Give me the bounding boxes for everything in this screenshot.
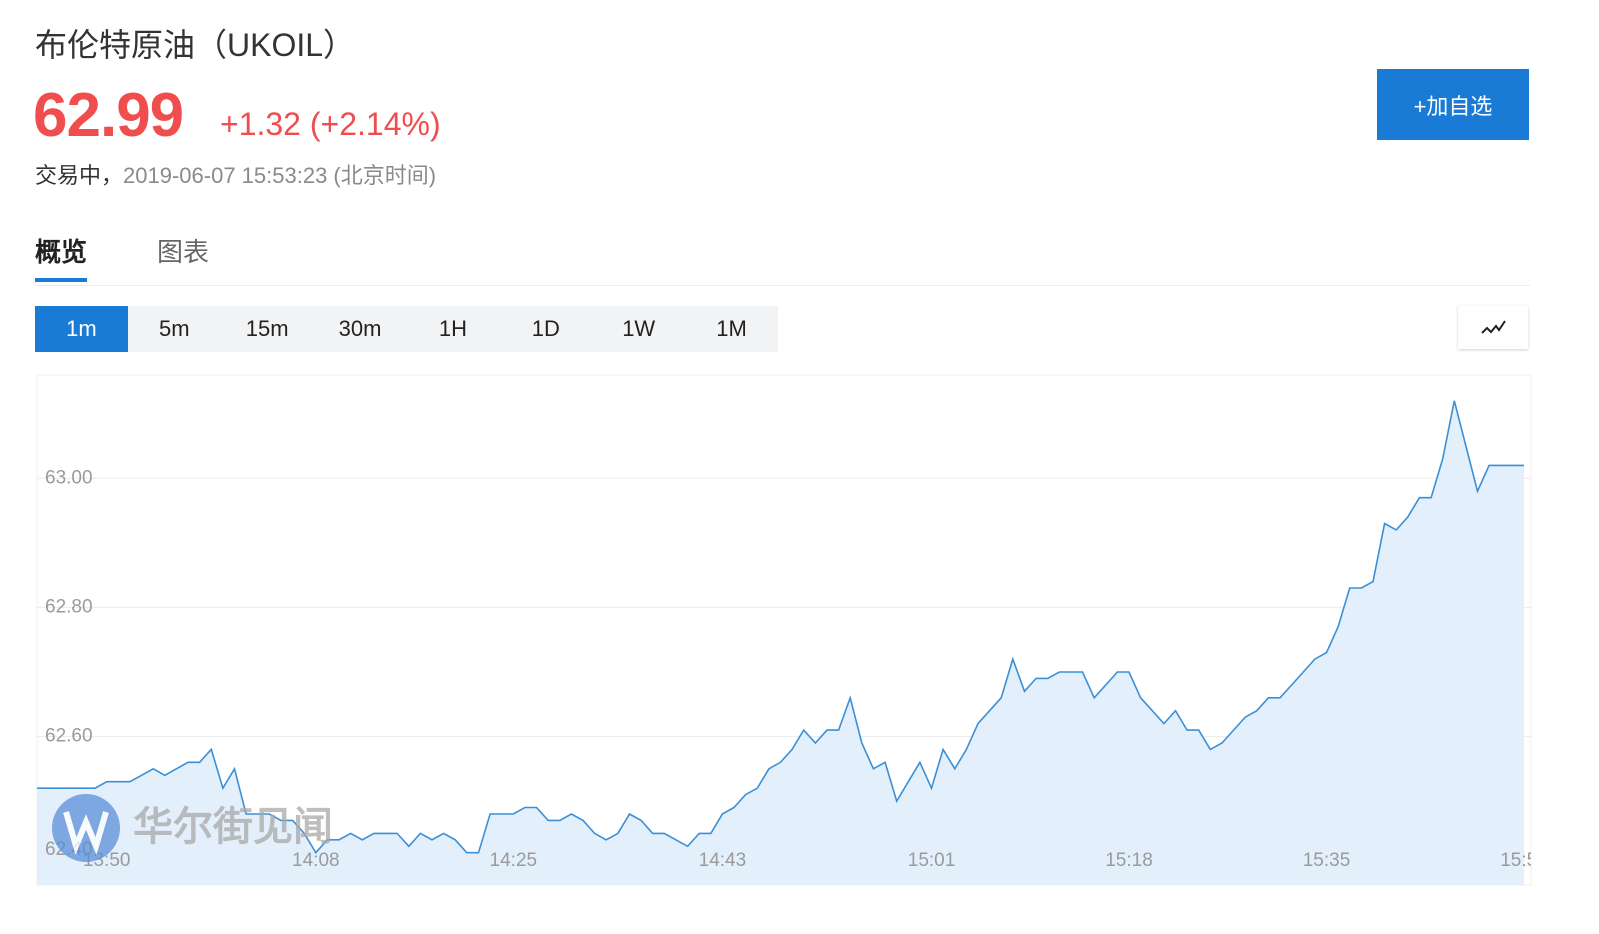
period-button[interactable]: 1M	[716, 316, 747, 341]
chart-type-icon	[1481, 320, 1506, 334]
x-tick-label: 14:43	[699, 850, 747, 871]
change-value: +1.32	[220, 106, 301, 142]
watermark: 华尔街见闻	[52, 794, 333, 862]
y-tick-label: 63.00	[45, 467, 93, 488]
chart: 62.4062.6062.8063.0013:5014:0814:2514:43…	[36, 374, 1548, 886]
status: 交易中，2019-06-07 15:53:23 (北京时间)	[35, 158, 436, 190]
period-selector: 1m 5m 15m 30m 1H 1D 1W 1M	[35, 306, 778, 352]
change-pct: (+2.14%)	[309, 106, 441, 142]
period-button[interactable]: 15m	[245, 316, 289, 341]
tab[interactable]: 概览	[35, 232, 88, 282]
price: 62.99	[33, 81, 184, 150]
area-fill	[37, 400, 1524, 885]
watermark-logo-mark	[63, 811, 109, 855]
price-line	[37, 400, 1524, 855]
period-button[interactable]: 1H	[438, 316, 467, 341]
x-tick-label: 14:25	[490, 850, 538, 871]
x-tick-label: 15:35	[1303, 850, 1351, 871]
period-button[interactable]: 5m	[159, 316, 190, 341]
add-watchlist-button[interactable]: +加自选	[1377, 69, 1529, 140]
x-tick-label: 15:18	[1105, 850, 1153, 871]
trading-status: 交易中，	[35, 163, 124, 188]
y-tick-label: 62.60	[45, 726, 93, 747]
period-button[interactable]: 1W	[622, 316, 656, 341]
icon-line	[1481, 320, 1506, 334]
watermark-text: 华尔街见闻	[133, 803, 333, 850]
title: 布伦特原油（UKOIL）	[35, 27, 356, 63]
period-button[interactable]: 1D	[531, 316, 560, 341]
chart-type-button[interactable]	[1458, 306, 1528, 349]
x-tick-label: 14:08	[292, 850, 340, 871]
change: +1.32 (+2.14%)	[220, 106, 441, 143]
period-button[interactable]: 1m	[35, 306, 128, 352]
x-tick-label: 15:52	[1500, 850, 1548, 871]
x-tick-label: 15:01	[908, 850, 956, 871]
timestamp: 2019-06-07 15:53:23 (北京时间)	[123, 163, 437, 188]
y-tick-label: 62.80	[45, 596, 93, 617]
tabs: 概览 图表	[35, 232, 1530, 286]
period-button[interactable]: 30m	[338, 316, 382, 341]
tab[interactable]: 图表	[157, 237, 210, 267]
